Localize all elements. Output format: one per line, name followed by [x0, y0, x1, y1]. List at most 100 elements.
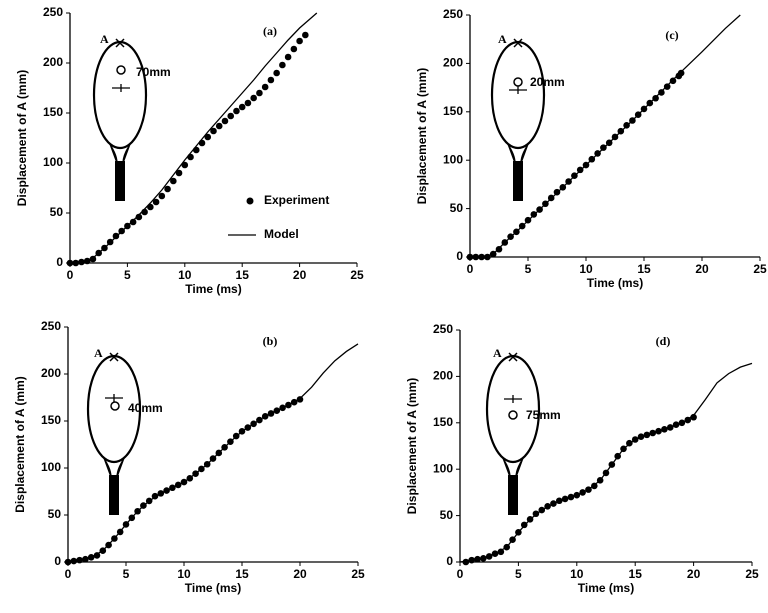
x-tick-label: 0 — [457, 567, 464, 581]
x-tick-label: 15 — [637, 262, 651, 276]
x-tick-label: 15 — [629, 567, 643, 581]
y-axis-label: Displacement of A (mm) — [15, 70, 29, 206]
experiment-point — [290, 45, 298, 53]
model-line — [470, 14, 741, 258]
point-a-label: A — [498, 32, 507, 46]
x-tick-label: 25 — [351, 567, 365, 581]
y-tick-label: 250 — [433, 322, 453, 336]
x-tick-label: 25 — [753, 262, 767, 276]
panel-title: (c) — [665, 28, 678, 42]
experiment-point — [238, 103, 246, 111]
experiment-point — [181, 161, 189, 169]
racket-handle — [513, 161, 523, 201]
point-a-cross — [508, 352, 518, 362]
x-tick-label: 15 — [235, 567, 249, 581]
y-tick-label: 200 — [41, 366, 61, 380]
x-tick-label: 0 — [65, 567, 72, 581]
experiment-point — [279, 61, 286, 69]
y-tick-label: 100 — [43, 155, 63, 169]
x-tick-label: 5 — [124, 268, 131, 282]
racket-handle — [115, 161, 125, 201]
point-a-cross — [513, 38, 523, 48]
experiment-point — [210, 127, 217, 135]
x-tick-label: 25 — [745, 567, 759, 581]
x-tick-label: 10 — [177, 567, 191, 581]
impact-marker — [508, 410, 518, 420]
y-tick-label: 100 — [433, 461, 453, 475]
x-axis-label: Time (ms) — [185, 581, 241, 595]
experiment-point — [221, 117, 229, 125]
experiment-point — [204, 133, 212, 141]
racket-handle — [508, 475, 518, 515]
racket-head — [92, 40, 148, 150]
legend-marker — [246, 197, 254, 205]
y-tick-label: 250 — [443, 7, 463, 21]
point-a-cross — [109, 352, 119, 362]
experiment-point — [170, 177, 177, 185]
experiment-point — [233, 107, 240, 115]
x-tick-label: 10 — [570, 567, 584, 581]
model-line — [67, 343, 359, 563]
panel-title: (b) — [263, 334, 278, 348]
racket-throat — [498, 452, 528, 478]
experiment-point — [187, 153, 194, 161]
x-tick-label: 20 — [293, 567, 307, 581]
racket-inset — [485, 352, 541, 515]
experiment-point — [175, 169, 183, 177]
y-tick-label: 50 — [450, 201, 464, 215]
impact-distance: 40mm — [128, 401, 163, 415]
point-a-cross — [115, 38, 125, 48]
y-tick-label: 200 — [443, 56, 463, 70]
experiment-point — [296, 37, 303, 45]
experiment-point — [284, 53, 292, 61]
experiment-point — [158, 192, 166, 200]
experiment-point — [677, 69, 685, 77]
experiment-point — [227, 112, 235, 120]
y-tick-label: 250 — [41, 319, 61, 333]
legend-label: Experiment — [264, 193, 329, 207]
x-tick-label: 15 — [236, 268, 250, 282]
centre-cross — [105, 394, 123, 402]
experiment-point — [652, 94, 659, 102]
x-tick-label: 10 — [178, 268, 192, 282]
racket-throat — [99, 452, 129, 478]
point-a-label: A — [94, 346, 103, 360]
experiment-point — [302, 31, 309, 39]
x-axis-label: Time (ms) — [185, 282, 241, 296]
y-tick-label: 250 — [43, 5, 63, 19]
experiment-point — [112, 232, 120, 240]
y-tick-label: 0 — [456, 249, 463, 263]
centre-cross — [509, 86, 527, 94]
impact-marker — [110, 401, 120, 411]
axes — [69, 13, 357, 264]
y-tick-label: 0 — [446, 554, 453, 568]
y-tick-label: 100 — [443, 152, 463, 166]
model-line — [69, 12, 318, 264]
x-tick-label: 0 — [467, 262, 474, 276]
point-a-label: A — [493, 346, 502, 360]
experiment-point — [164, 185, 171, 193]
x-tick-label: 25 — [350, 268, 364, 282]
x-tick-label: 10 — [579, 262, 593, 276]
impact-marker — [116, 65, 126, 75]
y-tick-label: 200 — [43, 55, 63, 69]
point-a-label: A — [100, 32, 109, 46]
experiment-point — [198, 139, 206, 147]
model-line — [459, 362, 753, 563]
axes — [67, 327, 358, 563]
x-tick-label: 20 — [687, 567, 701, 581]
y-axis-label: Displacement of A (mm) — [405, 378, 419, 514]
experiment-point — [215, 122, 223, 130]
experiment-point — [267, 76, 275, 84]
racket-throat — [105, 138, 135, 164]
x-tick-label: 0 — [67, 268, 74, 282]
y-tick-label: 50 — [48, 507, 62, 521]
experiment-point — [663, 83, 671, 90]
experiment-point — [256, 89, 263, 97]
racket-throat — [503, 138, 533, 164]
y-tick-label: 150 — [433, 415, 453, 429]
centre-cross — [504, 395, 522, 403]
